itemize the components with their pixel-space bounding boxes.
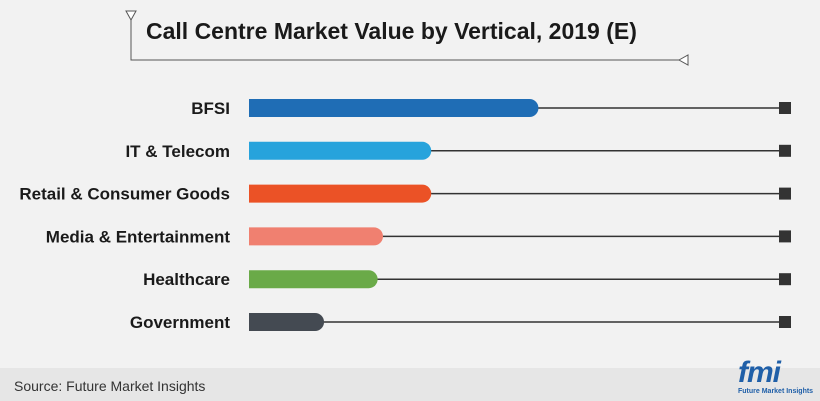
bar <box>249 141 432 160</box>
footer-bar <box>0 368 820 401</box>
title-frame <box>125 10 689 66</box>
logo-subtext: Future Market Insights <box>738 388 814 395</box>
bar <box>249 227 383 246</box>
track-end-marker <box>779 316 791 328</box>
category-label: BFSI <box>191 99 230 118</box>
track-end-marker <box>779 230 791 243</box>
category-label: Media & Entertainment <box>46 227 231 246</box>
bar <box>249 270 378 289</box>
category-label: Healthcare <box>143 270 230 289</box>
track-end-marker <box>779 273 791 286</box>
track-end-marker <box>779 144 791 157</box>
track-end-marker <box>779 102 791 114</box>
fmi-logo: fmi Future Market Insights <box>738 352 814 398</box>
category-label: IT & Telecom <box>125 142 230 161</box>
source-text: Source: Future Market Insights <box>14 378 206 394</box>
chart-title: Call Centre Market Value by Vertical, 20… <box>146 18 637 44</box>
bar <box>249 184 432 203</box>
bar <box>249 313 325 331</box>
category-label: Government <box>130 313 230 332</box>
track-end-marker <box>779 187 791 200</box>
bar <box>249 99 539 117</box>
logo-text: fmi <box>738 356 781 389</box>
category-label: Retail & Consumer Goods <box>19 185 230 204</box>
